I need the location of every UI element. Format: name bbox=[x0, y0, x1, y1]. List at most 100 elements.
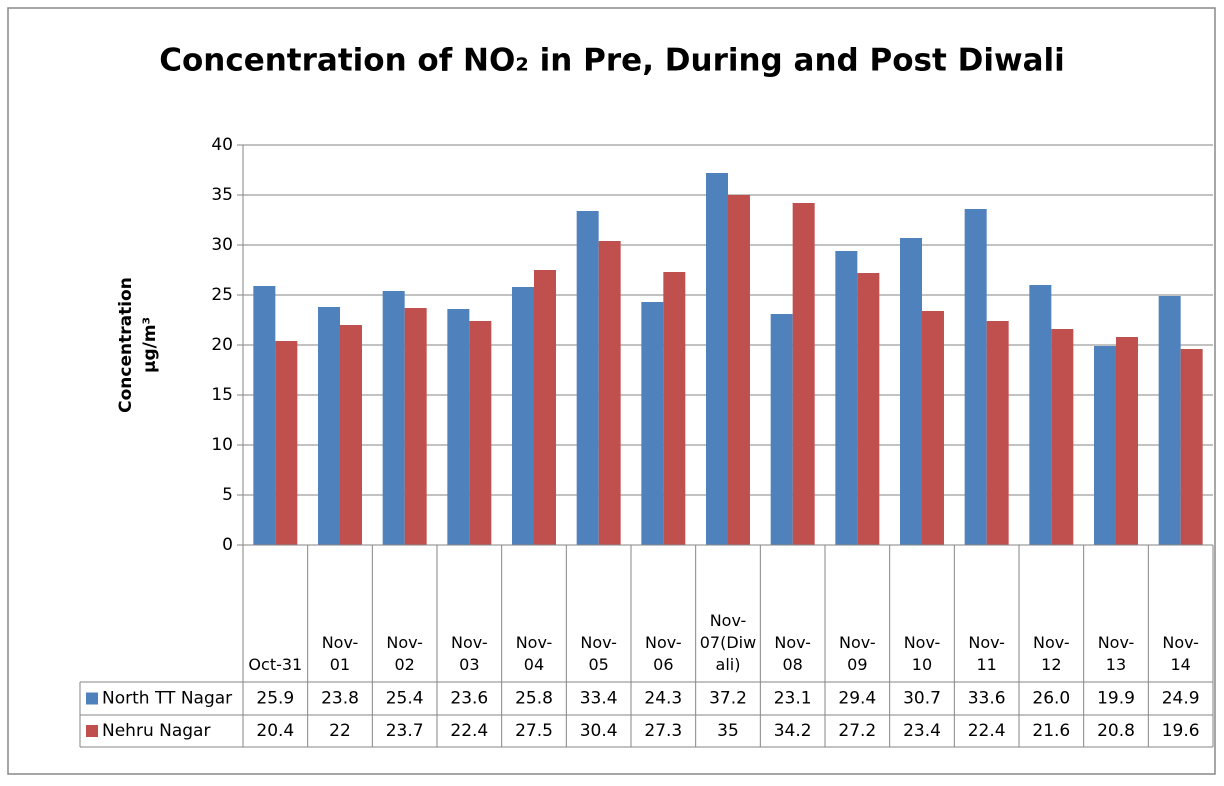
data-label: 23.6 bbox=[450, 689, 488, 709]
bar bbox=[1051, 329, 1074, 545]
chart-title: Concentration of NO₂ in Pre, During and … bbox=[159, 43, 1065, 79]
bar bbox=[469, 321, 492, 545]
bar bbox=[598, 241, 621, 545]
data-label: 23.4 bbox=[903, 721, 941, 741]
data-label: 25.8 bbox=[515, 689, 553, 709]
data-label: 27.3 bbox=[644, 721, 682, 741]
category-cell: Nov-13 bbox=[1097, 633, 1135, 674]
data-label: 30.7 bbox=[903, 689, 941, 709]
x-tick-label: Nov-09 bbox=[839, 633, 876, 674]
category-cell: Nov-09 bbox=[839, 633, 876, 674]
category-cell: Nov-08 bbox=[774, 633, 811, 674]
y-axis-label: Concentration µg/m³ bbox=[116, 277, 160, 413]
bar bbox=[534, 270, 556, 545]
bar bbox=[986, 321, 1009, 545]
category-cell: Nov-11 bbox=[968, 633, 1005, 674]
data-label: 19.6 bbox=[1162, 721, 1200, 741]
data-label: 22.4 bbox=[450, 721, 488, 741]
data-label: 33.4 bbox=[580, 689, 618, 709]
bar bbox=[340, 325, 362, 545]
category-cell: Oct-31 bbox=[248, 655, 302, 674]
x-tick-label: Nov-13 bbox=[1097, 633, 1135, 674]
data-label: 26.0 bbox=[1032, 689, 1070, 709]
y-label-line: µg/m³ bbox=[140, 317, 160, 373]
x-tick-label: Nov-05 bbox=[580, 633, 617, 674]
data-label: 25.9 bbox=[256, 689, 294, 709]
y-tick-label: 25 bbox=[211, 285, 233, 305]
bar bbox=[663, 272, 686, 545]
x-tick-label: Nov-11 bbox=[968, 633, 1005, 674]
bar bbox=[1029, 285, 1052, 545]
bar bbox=[922, 311, 944, 545]
category-cell: Nov-06 bbox=[645, 633, 682, 674]
y-tick-label: 10 bbox=[211, 435, 233, 455]
bar bbox=[857, 273, 880, 545]
bar bbox=[1158, 296, 1181, 545]
bar bbox=[576, 211, 599, 545]
y-tick-label: 20 bbox=[211, 335, 233, 355]
data-label: 24.3 bbox=[644, 689, 682, 709]
x-tick-label: Nov-10 bbox=[903, 633, 941, 674]
data-label: 23.1 bbox=[774, 689, 812, 709]
x-tick-label: Nov-01 bbox=[321, 633, 359, 674]
bar bbox=[447, 309, 470, 545]
data-label: 29.4 bbox=[838, 689, 876, 709]
bar bbox=[382, 291, 405, 545]
category-cell: Nov-14 bbox=[1162, 633, 1199, 674]
bar bbox=[964, 209, 987, 545]
y-tick-label: 30 bbox=[211, 235, 233, 255]
data-label: 23.7 bbox=[386, 721, 424, 741]
data-label: 27.5 bbox=[515, 721, 553, 741]
x-tick-label: Nov-14 bbox=[1162, 633, 1199, 674]
data-label: 27.2 bbox=[838, 721, 876, 741]
y-tick-label: 40 bbox=[211, 135, 233, 155]
data-label: 33.6 bbox=[968, 689, 1006, 709]
data-label: 22 bbox=[329, 721, 351, 741]
bar bbox=[728, 195, 750, 545]
bar bbox=[318, 307, 340, 545]
bar bbox=[1116, 337, 1138, 545]
data-label: 25.4 bbox=[386, 689, 424, 709]
y-label-line: Concentration bbox=[116, 277, 136, 413]
y-tick-label: 15 bbox=[211, 385, 233, 405]
x-tick-label: Nov-04 bbox=[515, 633, 553, 674]
data-label: 20.8 bbox=[1097, 721, 1135, 741]
category-cell: Nov-02 bbox=[386, 633, 423, 674]
data-label: 24.9 bbox=[1162, 689, 1200, 709]
category-cell: Nov-05 bbox=[580, 633, 617, 674]
x-tick-label: Nov-02 bbox=[386, 633, 423, 674]
category-cell: Nov-07(Diwali) bbox=[699, 611, 757, 674]
bar bbox=[835, 251, 858, 545]
data-label: 21.6 bbox=[1032, 721, 1070, 741]
x-tick-label: Nov-08 bbox=[774, 633, 811, 674]
data-label: 35 bbox=[717, 721, 739, 741]
category-cell: Nov-01 bbox=[321, 633, 359, 674]
x-tick-label: Nov-03 bbox=[451, 633, 488, 674]
category-cell: Nov-04 bbox=[515, 633, 553, 674]
bar bbox=[706, 173, 728, 545]
legend-key bbox=[86, 692, 98, 705]
bar bbox=[404, 308, 427, 545]
bar bbox=[275, 341, 298, 545]
bar bbox=[1094, 346, 1116, 545]
data-label: 22.4 bbox=[968, 721, 1006, 741]
data-label: 20.4 bbox=[256, 721, 294, 741]
category-cell: Nov-12 bbox=[1033, 633, 1070, 674]
bar bbox=[792, 203, 815, 545]
data-label: 30.4 bbox=[580, 721, 618, 741]
y-tick-label: 35 bbox=[211, 185, 233, 205]
x-tick-label: Nov-12 bbox=[1033, 633, 1070, 674]
legend-key bbox=[86, 725, 98, 737]
legend-label: Nehru Nagar bbox=[102, 721, 210, 741]
data-label: 34.2 bbox=[774, 721, 812, 741]
data-label: 23.8 bbox=[321, 689, 359, 709]
x-tick-label: Nov-06 bbox=[645, 633, 682, 674]
x-tick-label: Nov-07(Diwali) bbox=[699, 611, 757, 674]
bar bbox=[641, 302, 664, 545]
bar bbox=[1180, 349, 1203, 545]
bar bbox=[253, 286, 276, 545]
data-label: 19.9 bbox=[1097, 689, 1135, 709]
legend-label: North TT Nagar bbox=[102, 689, 232, 709]
y-tick-label: 0 bbox=[222, 535, 233, 555]
